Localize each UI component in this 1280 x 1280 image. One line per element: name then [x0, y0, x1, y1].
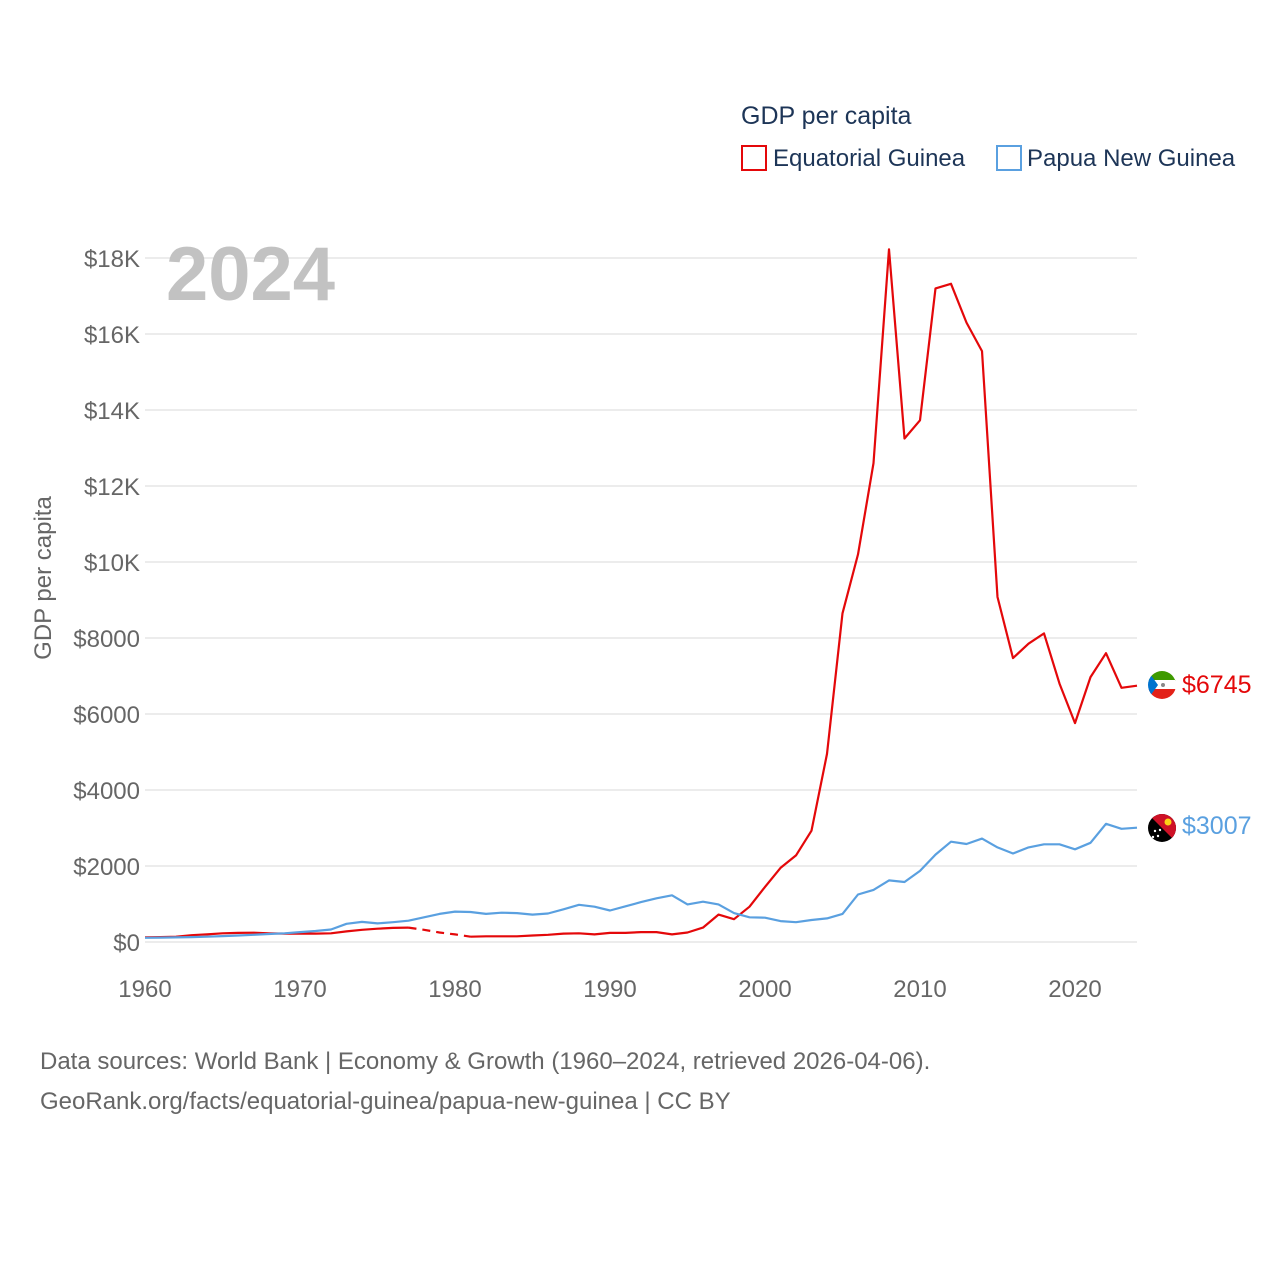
y-tick-label: $8000 [73, 626, 140, 653]
y-tick-label: $4000 [73, 778, 140, 805]
gridlines [145, 257, 1137, 943]
series-line-equatorial-guinea[interactable] [470, 248, 1138, 938]
x-tick-label: 2020 [1048, 976, 1101, 1003]
end-value-papua-new-guinea: $3007 [1182, 812, 1252, 840]
x-tick-label: 1990 [583, 976, 636, 1003]
legend-label-papua-new-guinea: Papua New Guinea [1027, 145, 1236, 172]
x-tick-label: 2010 [893, 976, 946, 1003]
legend-swatch-equatorial-guinea [741, 145, 767, 171]
series-lines [144, 248, 1138, 939]
y-tick-label: $12K [84, 474, 140, 501]
end-marker-papua-new-guinea: $3007 [1148, 812, 1252, 842]
data-source-note: Data sources: World Bank | Economy & Gro… [40, 1042, 930, 1122]
y-tick-label: $18K [84, 246, 140, 273]
source-line-1: Data sources: World Bank | Economy & Gro… [40, 1048, 931, 1075]
x-tick-label: 1960 [118, 976, 171, 1003]
x-axis-ticks: 1960 1970 1980 1990 2000 2010 2020 [118, 976, 1101, 1003]
y-tick-label: $16K [84, 322, 140, 349]
series-gap-line-equatorial-guinea [408, 926, 471, 938]
series-line-papua-new-guinea[interactable] [144, 822, 1138, 939]
end-value-equatorial-guinea: $6745 [1182, 671, 1252, 699]
x-tick-label: 2000 [738, 976, 791, 1003]
legend-swatch-papua-new-guinea [996, 145, 1022, 171]
y-tick-label: $6000 [73, 702, 140, 729]
papua-new-guinea-flag-icon [1148, 814, 1176, 842]
y-tick-label: $2000 [73, 854, 140, 881]
legend-label-equatorial-guinea: Equatorial Guinea [773, 145, 966, 172]
y-tick-label: $14K [84, 398, 140, 425]
equatorial-guinea-flag-icon [1148, 671, 1176, 699]
y-axis-title: GDP per capita [30, 496, 57, 660]
y-tick-label: $0 [113, 930, 140, 957]
x-tick-label: 1980 [428, 976, 481, 1003]
year-label: 2024 [166, 232, 335, 317]
legend-title: GDP per capita [741, 102, 912, 130]
x-tick-label: 1970 [273, 976, 326, 1003]
y-axis-ticks: $0 $2000 $4000 $6000 $8000 $10K $12K $14K $16K $1… [73, 246, 140, 957]
legend-item-papua-new-guinea[interactable]: Papua New Guinea [996, 145, 1236, 172]
legend: GDP per capita Equatorial Guinea Papua N… [741, 102, 1236, 172]
y-tick-label: $10K [84, 550, 140, 577]
end-marker-equatorial-guinea: $6745 [1148, 671, 1252, 699]
source-line-2: GeoRank.org/facts/equatorial-guinea/papu… [40, 1088, 731, 1115]
series-line-equatorial-guinea[interactable] [144, 926, 409, 939]
legend-item-equatorial-guinea[interactable]: Equatorial Guinea [741, 145, 966, 172]
